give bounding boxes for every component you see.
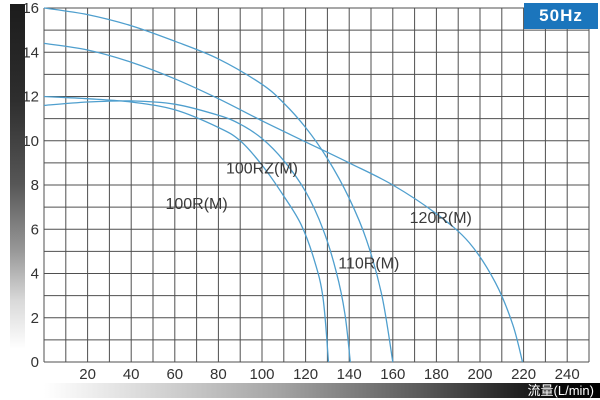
x-tick-label: 160 xyxy=(380,366,405,383)
x-tick-label: 40 xyxy=(123,366,140,383)
y-tick-label: 8 xyxy=(31,177,39,194)
y-tick-label: 4 xyxy=(31,266,39,283)
x-axis-title: 流量(L/min) xyxy=(527,383,594,398)
pump-curve-100RZ(M) xyxy=(43,100,351,363)
x-tick-label: 200 xyxy=(467,366,492,383)
x-tick-label: 180 xyxy=(424,366,449,383)
x-tick-label: 120 xyxy=(293,366,318,383)
curve-label-120R(M): 120R(M) xyxy=(410,210,472,227)
y-tick-label: 6 xyxy=(31,221,39,238)
pump-curve-120R(M) xyxy=(43,42,524,363)
curve-label-100RZ(M): 100RZ(M) xyxy=(226,160,298,177)
x-tick-label: 80 xyxy=(210,366,227,383)
x-axis-title-bar: 流量(L/min) xyxy=(44,383,600,398)
x-tick-label: 140 xyxy=(337,366,362,383)
y-tick-label: 14 xyxy=(22,44,39,61)
x-tick-label: 60 xyxy=(166,366,183,383)
y-tick-label: 10 xyxy=(22,133,39,150)
pump-curve-100R(M) xyxy=(43,95,330,363)
y-tick-label: 16 xyxy=(22,0,39,17)
curve-label-100R(M): 100R(M) xyxy=(165,196,227,213)
x-tick-label: 220 xyxy=(511,366,536,383)
curve-label-110R(M): 110R(M) xyxy=(338,256,399,273)
pump-curve-110R(M) xyxy=(43,7,394,363)
x-tick-label: 100 xyxy=(249,366,274,383)
x-tick-label: 240 xyxy=(555,366,580,383)
frequency-badge: 50Hz xyxy=(524,3,598,29)
y-tick-label: 2 xyxy=(31,310,39,327)
y-tick-label: 12 xyxy=(22,89,39,106)
y-axis-title-bar xyxy=(10,4,25,349)
x-tick-label: 20 xyxy=(79,366,96,383)
y-tick-label: 0 xyxy=(31,354,39,371)
